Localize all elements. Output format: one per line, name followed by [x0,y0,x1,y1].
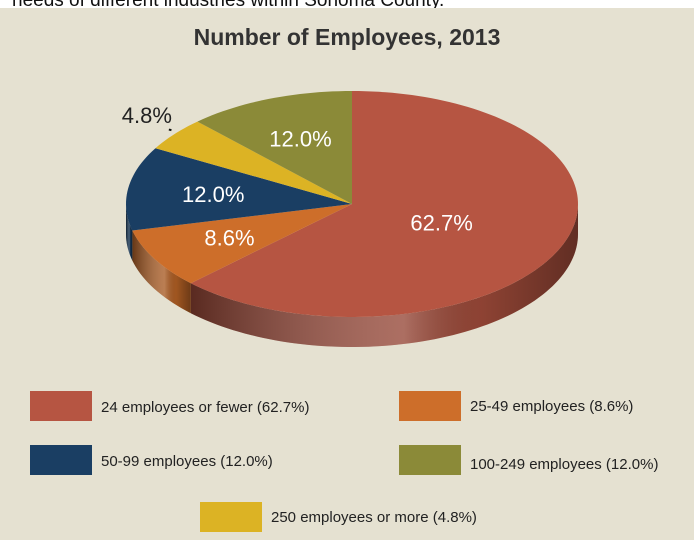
legend-label: 50-99 employees (12.0%) [101,453,273,470]
pie-label-24-employees-or-fewer: 62.7% [410,210,472,235]
chart-title: Number of Employees, 2013 [193,24,501,50]
legend-swatch [399,445,461,475]
pie-chart: 62.7% 8.6% 12.0% 4.8% 12.0% [122,91,578,347]
legend-label: 250 employees or more (4.8%) [271,509,477,526]
pie-leader-line [168,128,172,132]
pie-label-250-employees-or-more: 4.8% [122,103,172,128]
pie-label-25-49-employees: 8.6% [204,226,254,251]
pie-label-layer: 62.7% 8.6% 12.0% 4.8% 12.0% [122,103,473,250]
pie-depth-shading [190,204,578,347]
pie-slice-25-49-employees [132,204,352,284]
legend-swatch [200,502,262,532]
legend-label: 25-49 employees (8.6%) [470,398,634,415]
pie-top-layer [126,91,578,317]
page-text-snippet: needs of different industries within Son… [12,0,445,11]
pie-label-50-99-employees: 12.0% [182,182,244,207]
pie-slice-250-employees-or-more [155,121,352,204]
pie-depth-shading [132,230,191,314]
legend-swatch [399,391,461,421]
pie-slice-24-employees-or-fewer [190,91,578,317]
pie-slice-100-249-employees [197,91,352,204]
chart-panel: Number of Employees, 2013 62.7% 8.6% 12.0%… [0,8,694,540]
pie-depth-shading [126,204,133,261]
pie-slice-50-99-employees [126,148,352,231]
legend-label: 24 employees or fewer (62.7%) [101,399,310,416]
legend-swatch [30,391,92,421]
pie-label-100-249-employees: 12.0% [269,126,331,151]
legend-swatch [30,445,92,475]
pie-depth-layer [126,204,578,347]
legend-label: 100-249 employees (12.0%) [470,456,659,473]
